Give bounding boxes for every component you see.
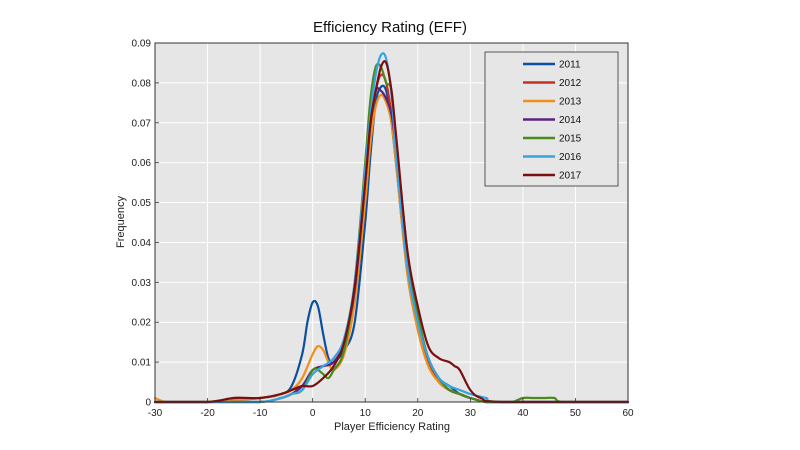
axes-box <box>154 42 629 403</box>
y-tick-label: 0.06 <box>132 158 152 169</box>
series-line-2017 <box>153 60 630 404</box>
y-tick-label: 0 <box>145 398 151 409</box>
y-axis-label: Frequency <box>115 196 127 248</box>
legend-label: 2015 <box>559 134 582 145</box>
x-tick-label: -30 <box>148 408 163 419</box>
y-axis-ticks: 0 0.01 0.02 0.03 0.04 0.05 0.06 0.07 0.08 0.09 <box>132 39 159 409</box>
x-tick-label: 60 <box>622 408 634 419</box>
y-tick-label: 0.07 <box>132 118 152 129</box>
x-tick-label: 50 <box>570 408 582 419</box>
y-tick-label: 0.01 <box>132 358 152 369</box>
legend: 2011 2012 2013 2014 2015 2016 2017 <box>484 51 619 187</box>
y-tick-label: 0.09 <box>132 39 152 50</box>
axis-frame <box>154 42 629 403</box>
x-tick-label: -20 <box>200 408 215 419</box>
legend-label: 2012 <box>559 78 582 89</box>
series-line-2016 <box>153 52 630 404</box>
legend-label: 2014 <box>559 115 582 126</box>
chart-title: Efficiency Rating (EFF) <box>313 19 467 36</box>
x-axis-label: Player Efficiency Rating <box>334 421 450 433</box>
y-tick-label: 0.05 <box>132 198 152 209</box>
y-tick-label: 0.02 <box>132 318 152 329</box>
x-tick-label: -10 <box>253 408 268 419</box>
x-tick-label: 0 <box>310 408 316 419</box>
y-tick-label: 0.08 <box>132 78 152 89</box>
legend-label: 2017 <box>559 171 582 182</box>
series-lines <box>153 52 630 404</box>
legend-label: 2016 <box>559 152 582 163</box>
x-tick-label: 40 <box>517 408 529 419</box>
x-axis-ticks: -30 -20 -10 0 10 20 30 40 50 60 <box>148 398 634 419</box>
y-tick-label: 0.03 <box>132 278 152 289</box>
x-tick-label: 10 <box>360 408 372 419</box>
x-tick-label: 30 <box>465 408 477 419</box>
legend-label: 2011 <box>559 60 581 71</box>
y-tick-label: 0.04 <box>132 238 152 249</box>
legend-label: 2013 <box>559 97 582 108</box>
x-tick-label: 20 <box>412 408 424 419</box>
